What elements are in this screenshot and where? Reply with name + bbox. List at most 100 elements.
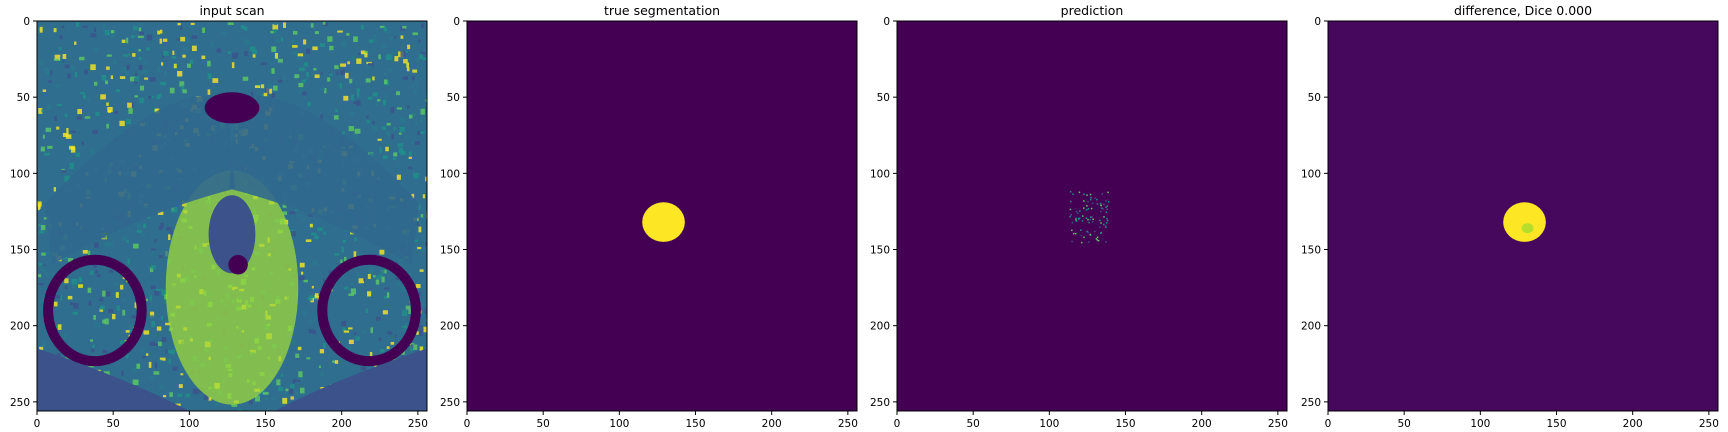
- texture-speck: [271, 397, 276, 401]
- texture-speck: [139, 85, 145, 91]
- texture-speck: [71, 130, 77, 133]
- texture-speck: [268, 69, 273, 73]
- texture-speck: [283, 75, 286, 81]
- texture-speck: [148, 361, 152, 368]
- texture-speck: [373, 34, 377, 38]
- texture-speck: [157, 211, 164, 215]
- prediction-speck: [1096, 203, 1099, 205]
- texture-speck: [180, 379, 185, 384]
- texture-speck: [272, 85, 278, 91]
- texture-speck: [41, 341, 46, 347]
- texture-speck: [181, 201, 187, 207]
- texture-speck: [69, 163, 74, 169]
- texture-speck: [77, 108, 83, 115]
- texture-speck: [174, 403, 181, 406]
- texture-speck: [191, 35, 198, 40]
- texture-speck: [372, 76, 375, 81]
- prediction-speck: [1085, 209, 1088, 211]
- texture-speck: [306, 72, 310, 78]
- texture-speck: [344, 286, 349, 290]
- texture-speck: [367, 291, 372, 297]
- texture-speck: [381, 276, 385, 283]
- image-1: [37, 21, 427, 411]
- texture-speck: [232, 52, 239, 59]
- prediction-speck: [1086, 205, 1088, 207]
- prediction-speck: [1075, 219, 1077, 221]
- texture-speck: [143, 70, 146, 76]
- femur-right: [317, 254, 421, 367]
- prediction-speck: [1100, 207, 1103, 209]
- prediction-speck: [1106, 208, 1108, 211]
- texture-speck: [53, 301, 58, 307]
- texture-speck: [126, 119, 131, 124]
- texture-speck: [322, 21, 326, 25]
- prediction-speck: [1075, 220, 1078, 222]
- texture-speck: [169, 87, 175, 94]
- texture-speck: [145, 69, 149, 76]
- texture-speck: [190, 24, 194, 30]
- texture-speck: [385, 146, 389, 152]
- texture-speck: [149, 295, 152, 301]
- texture-speck: [410, 112, 417, 117]
- panel-title: prediction: [1061, 3, 1124, 18]
- prediction-speck: [1085, 217, 1088, 219]
- texture-speck: [420, 300, 425, 307]
- texture-speck: [354, 128, 361, 134]
- texture-speck: [349, 112, 354, 117]
- texture-speck: [295, 353, 300, 358]
- texture-speck: [305, 239, 312, 242]
- texture-speck: [399, 126, 405, 132]
- texture-speck: [207, 89, 211, 95]
- texture-speck: [106, 66, 110, 70]
- image-4: [1328, 21, 1718, 411]
- texture-speck: [56, 126, 60, 130]
- texture-speck: [56, 352, 61, 358]
- dark-region-top: [204, 92, 260, 124]
- texture-speck: [145, 95, 148, 99]
- texture-speck: [126, 352, 129, 359]
- texture-speck: [210, 42, 215, 47]
- prediction-speck: [1097, 239, 1100, 242]
- texture-speck: [343, 95, 349, 101]
- texture-speck: [382, 310, 388, 315]
- x-tick-label: 100: [1470, 418, 1490, 430]
- texture-speck: [75, 128, 79, 132]
- texture-speck: [207, 73, 212, 80]
- texture-speck: [356, 88, 360, 92]
- prediction-speck: [1083, 236, 1085, 239]
- y-tick-label: 150: [870, 245, 890, 257]
- texture-speck: [294, 74, 300, 79]
- texture-speck: [243, 26, 248, 31]
- prediction-speck: [1071, 229, 1073, 232]
- texture-speck: [385, 54, 392, 61]
- prediction-speck: [1083, 207, 1085, 209]
- texture-speck: [149, 341, 156, 346]
- bottom-left-region: [37, 348, 190, 411]
- texture-speck: [372, 92, 378, 97]
- texture-speck: [420, 23, 425, 29]
- muscle-right: [228, 95, 420, 265]
- texture-speck: [382, 126, 386, 130]
- texture-speck: [39, 230, 44, 234]
- texture-speck: [358, 278, 364, 284]
- texture-speck: [92, 251, 98, 255]
- prediction-speck: [1106, 217, 1108, 220]
- texture-speck: [314, 31, 319, 35]
- texture-speck: [137, 35, 144, 39]
- texture-speck: [94, 27, 97, 32]
- texture-speck: [263, 92, 268, 97]
- texture-speck: [395, 277, 400, 280]
- texture-speck: [186, 39, 189, 43]
- texture-speck: [341, 321, 347, 327]
- texture-speck: [157, 341, 162, 347]
- texture-speck: [268, 83, 272, 89]
- texture-speck: [139, 31, 144, 36]
- texture-speck: [165, 251, 169, 257]
- texture-speck: [150, 265, 156, 270]
- texture-speck: [160, 81, 166, 86]
- prediction-speck: [1105, 241, 1107, 243]
- texture-speck: [152, 251, 155, 256]
- texture-speck: [306, 357, 311, 360]
- texture-speck: [100, 305, 105, 310]
- texture-speck: [182, 89, 187, 94]
